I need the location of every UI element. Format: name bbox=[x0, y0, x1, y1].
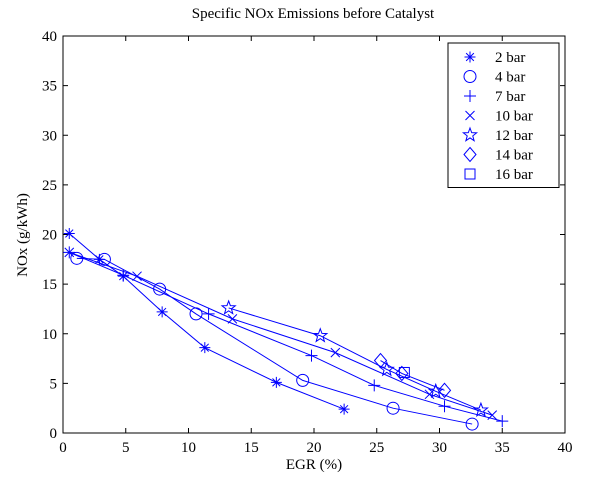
y-tick-label: 40 bbox=[42, 29, 57, 45]
series-group bbox=[63, 228, 509, 431]
data-point-plus bbox=[202, 307, 215, 320]
data-point-plus bbox=[496, 415, 509, 428]
series-16-bar bbox=[398, 366, 410, 378]
data-point-asterisk bbox=[156, 306, 168, 318]
legend-label: 4 bar bbox=[495, 70, 525, 86]
data-point-x bbox=[330, 347, 341, 358]
data-point-asterisk bbox=[464, 51, 476, 63]
data-point-star bbox=[461, 126, 479, 142]
data-point-x bbox=[465, 110, 475, 121]
data-point-star bbox=[312, 327, 329, 343]
y-tick-label: 20 bbox=[42, 228, 57, 244]
axis-ticks: 0 5 10 15 20 25 30 35 40 0 5 10 15 20 25 30 35 40 bbox=[42, 29, 573, 456]
data-point-plus bbox=[464, 90, 476, 102]
series-12-bar bbox=[220, 299, 489, 418]
series-line bbox=[228, 307, 482, 411]
series-line bbox=[69, 251, 493, 416]
data-point-circle bbox=[465, 417, 479, 431]
y-axis-label: NOx (g/kWh) bbox=[15, 193, 31, 277]
data-point-square bbox=[464, 168, 476, 180]
data-point-x bbox=[64, 247, 75, 258]
y-tick-label: 25 bbox=[42, 178, 57, 194]
x-tick-label: 20 bbox=[307, 440, 322, 456]
legend-label: 7 bar bbox=[495, 89, 525, 105]
chart-title: Specific NOx Emissions before Catalyst bbox=[192, 6, 435, 22]
data-point-asterisk bbox=[270, 376, 282, 388]
x-tick-label: 15 bbox=[244, 440, 259, 456]
data-point-asterisk bbox=[63, 228, 75, 240]
series-7-bar bbox=[63, 246, 509, 428]
data-point-plus bbox=[368, 379, 381, 392]
data-point-square bbox=[398, 366, 410, 378]
x-tick-label: 25 bbox=[369, 440, 384, 456]
data-point-star bbox=[472, 401, 489, 418]
data-point-diamond bbox=[437, 382, 452, 399]
data-point-circle bbox=[386, 401, 400, 415]
legend: 2 bar 4 bar 7 bar 10 bar 12 bar 14 bar 16 bar bbox=[447, 42, 560, 188]
x-tick-label: 0 bbox=[59, 440, 67, 456]
data-point-x bbox=[487, 410, 498, 420]
data-point-diamond bbox=[395, 365, 409, 382]
y-tick-label: 35 bbox=[42, 79, 57, 95]
data-point-star bbox=[220, 299, 237, 315]
legend-label: 14 bar bbox=[495, 148, 533, 164]
series-14-bar bbox=[373, 352, 452, 399]
y-tick-label: 30 bbox=[42, 128, 57, 144]
legend-label: 10 bar bbox=[495, 109, 533, 125]
series-10-bar bbox=[64, 247, 498, 420]
series-line bbox=[76, 257, 473, 425]
y-tick-label: 10 bbox=[42, 327, 57, 343]
legend-label: 2 bar bbox=[495, 50, 525, 66]
data-point-circle bbox=[97, 252, 111, 266]
data-point-plus bbox=[305, 349, 318, 362]
data-point-diamond bbox=[463, 146, 477, 163]
y-tick-label: 5 bbox=[50, 376, 58, 392]
legend-label: 12 bar bbox=[495, 128, 533, 144]
x-tick-label: 10 bbox=[181, 440, 196, 456]
series-line bbox=[380, 360, 445, 391]
x-tick-label: 30 bbox=[432, 440, 447, 456]
data-point-plus bbox=[438, 400, 451, 413]
data-point-asterisk bbox=[338, 403, 350, 415]
legend-label: 16 bar bbox=[495, 167, 533, 183]
data-point-diamond bbox=[373, 352, 388, 369]
x-tick-label: 35 bbox=[495, 440, 510, 456]
y-tick-label: 15 bbox=[42, 277, 57, 293]
data-point-x bbox=[132, 271, 142, 282]
data-point-circle bbox=[463, 70, 477, 83]
x-axis-label: EGR (%) bbox=[286, 457, 342, 473]
x-tick-label: 5 bbox=[122, 440, 130, 456]
y-tick-label: 0 bbox=[50, 426, 58, 442]
data-point-circle bbox=[296, 373, 310, 387]
data-point-asterisk bbox=[199, 342, 211, 354]
data-point-x bbox=[227, 314, 238, 324]
legend-box bbox=[447, 42, 560, 188]
x-tick-label: 40 bbox=[558, 440, 573, 456]
